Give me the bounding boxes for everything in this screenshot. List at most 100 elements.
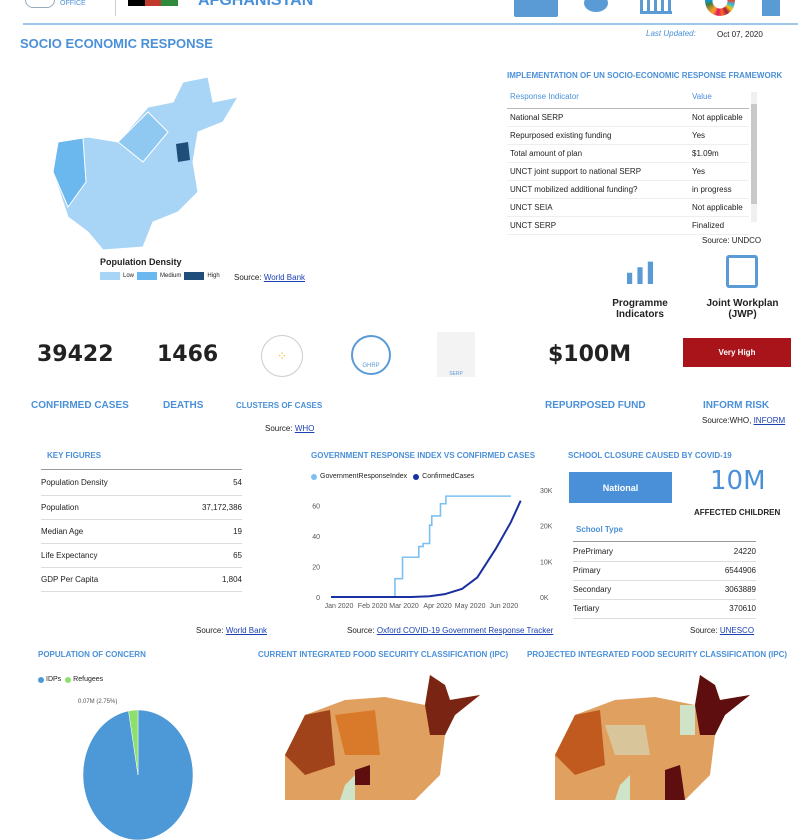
map-region-medium (117, 111, 169, 163)
legend-dot-refugees (65, 676, 72, 683)
table-row[interactable]: National SERP Not applicable (507, 108, 749, 127)
ipc-projected-map[interactable] (555, 675, 765, 800)
serp-scrollbar[interactable] (751, 92, 757, 222)
inform-risk-badge: Very High (683, 338, 791, 367)
inform-link[interactable]: INFORM (753, 416, 786, 425)
refugee-data-label: 0.07M (2.75%) (78, 699, 118, 705)
cell-value: Yes (689, 126, 749, 145)
x-tick: Feb 2020 (358, 603, 388, 610)
ghrp-label: GHRP (362, 363, 380, 369)
source-label: Source: (690, 626, 718, 635)
joint-workplan-link[interactable]: Joint Workplan (JWP) (706, 298, 779, 320)
ipc-current-map[interactable] (285, 675, 495, 800)
map-region (695, 675, 750, 735)
legend-label: Low (123, 273, 135, 279)
deaths-label: DEATHS (163, 400, 204, 411)
map-region (680, 705, 695, 735)
map-region (615, 775, 630, 800)
table-row[interactable]: UNCT mobilized additional funding? in pro… (507, 180, 749, 199)
y-left-tick: 20 (312, 564, 320, 571)
poc-legend: IDPs Refugees (38, 676, 103, 683)
cell-label: PrePrimary (573, 542, 676, 562)
confirmed-cases-label: CONFIRMED CASES (31, 400, 129, 411)
document-checklist-icon[interactable] (726, 255, 758, 288)
sdg-wheel-icon[interactable] (705, 0, 735, 16)
scrollbar-thumb[interactable] (751, 104, 757, 204)
legend-dot-cases (413, 473, 420, 480)
world-bank-link[interactable]: World Bank (263, 273, 306, 282)
map-region (335, 710, 380, 755)
table-row[interactable]: Secondary 3063889 (573, 580, 756, 600)
legend-label: High (207, 273, 220, 279)
table-row[interactable]: UNCT SERP Finalized (507, 216, 749, 235)
oxford-tracker-link[interactable]: Oxford COVID-19 Government Response Trac… (376, 626, 554, 635)
ghrp-icon[interactable]: GHRP (351, 335, 391, 375)
cell-label: UNCT SERP (507, 216, 689, 235)
clusters-icon[interactable]: ⁘ (261, 335, 303, 377)
confirmed-cases-line (330, 500, 522, 598)
table-row[interactable]: Primary 6544906 (573, 561, 756, 581)
unesco-link[interactable]: UNESCO (719, 626, 755, 635)
cell-label: UNCT joint support to national SERP (507, 162, 689, 181)
source-label: Source: (347, 626, 375, 635)
chart-growth-icon[interactable] (627, 261, 653, 284)
col-value[interactable]: Value (689, 86, 749, 109)
cell-label: Primary (573, 561, 676, 581)
table-row[interactable]: Median Age 19 (41, 519, 242, 544)
table-row[interactable]: Population 37,172,386 (41, 495, 242, 520)
table-row[interactable]: UNCT joint support to national SERP Yes (507, 162, 749, 181)
map-region-medium (52, 137, 87, 209)
table-row[interactable]: Life Expectancy 65 (41, 543, 242, 568)
pie-slice-refugees[interactable] (128, 710, 139, 776)
table-row[interactable]: Population Density 54 (41, 471, 242, 496)
home-icon[interactable] (762, 0, 780, 16)
institution-icon[interactable] (640, 0, 672, 14)
col-response-indicator[interactable]: Response Indicator (507, 86, 689, 109)
legend-label[interactable]: Refugees (73, 676, 104, 683)
gri-vs-cases-chart[interactable]: 0 20 40 60 0K 10K 20K 30K Jan 2020 Feb 2020 Mar 20… (300, 480, 560, 615)
legend-label[interactable]: GovernmentResponseIndex (320, 473, 408, 480)
serp-icon[interactable]: SERP (437, 332, 475, 377)
national-button[interactable]: National (569, 472, 672, 503)
cell-value: Finalized (689, 216, 749, 235)
school-source: Source: UNESCO (690, 626, 754, 635)
country-name: AFGHANISTAN (198, 0, 314, 9)
table-row[interactable]: Total amount of plan $1.09m (507, 144, 749, 163)
x-tick: Jan 2020 (325, 603, 354, 610)
legend-label[interactable]: ConfirmedCases (422, 473, 475, 480)
cell-value: 54 (166, 471, 242, 496)
exit-icon[interactable] (514, 0, 558, 17)
legend-swatch-high (184, 272, 205, 280)
chart-source: Source: Oxford COVID-19 Government Respo… (347, 626, 553, 635)
y-right-tick: 30K (540, 488, 553, 495)
repurposed-fund-label: REPURPOSED FUND (545, 400, 646, 411)
population-density-map[interactable] (48, 72, 248, 252)
cell-value: 3063889 (675, 580, 756, 600)
repurposed-fund-value: $100M (548, 342, 632, 367)
y-right-tick: 0K (540, 595, 549, 602)
population-pie-chart[interactable] (83, 710, 193, 840)
y-left-tick: 0 (316, 595, 320, 602)
legend-label[interactable]: IDPs (46, 676, 62, 683)
cell-value: 65 (166, 543, 242, 568)
poc-title: POPULATION OF CONCERN (38, 650, 146, 659)
legend-swatch-medium (137, 272, 158, 280)
cell-value: Not applicable (689, 108, 749, 127)
x-tick: May 2020 (455, 603, 486, 610)
table-row[interactable]: PrePrimary 24220 (573, 542, 756, 562)
serp-source: Source: UNDCO (702, 236, 762, 245)
cell-value: 24220 (675, 542, 756, 562)
world-bank-link[interactable]: World Bank (225, 626, 268, 635)
who-link[interactable]: WHO (294, 424, 315, 433)
map-region (340, 775, 355, 800)
table-row[interactable]: GDP Per Capita 1,804 (41, 567, 242, 592)
cell-value: 37,172,386 (166, 495, 242, 520)
flag-icon (128, 0, 179, 6)
map-region (665, 765, 685, 800)
programme-indicators-link[interactable]: Programme Indicators (612, 298, 668, 320)
table-row[interactable]: Tertiary 370610 (573, 599, 756, 619)
table-row[interactable]: Repurposed existing funding Yes (507, 126, 749, 145)
cell-value: 370610 (675, 599, 756, 619)
virus-icon[interactable] (584, 0, 608, 12)
table-row[interactable]: UNCT SEIA Not applicable (507, 198, 749, 217)
